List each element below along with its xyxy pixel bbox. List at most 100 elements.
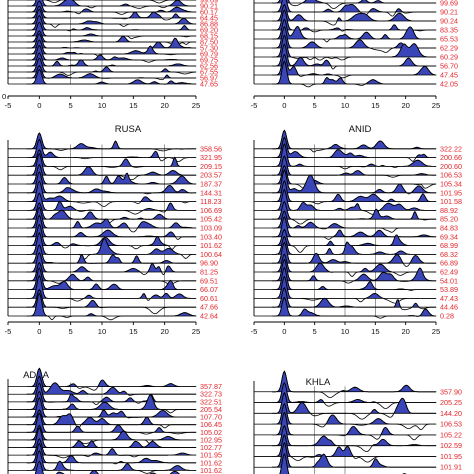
trace-label: 357.87	[200, 382, 222, 391]
trace-label: 322.73	[200, 390, 222, 399]
trace-label: 103.40	[200, 232, 222, 241]
trace-2: 200.60	[254, 143, 462, 171]
trace-fill	[271, 19, 437, 40]
trace-3: 203.57	[8, 152, 222, 180]
x-tick-label-0: -5	[5, 101, 12, 110]
trace-line	[26, 57, 197, 76]
trace-19: 0.28	[254, 296, 454, 321]
trace-label: 68.32	[440, 250, 458, 259]
trace-label: 81.25	[200, 268, 218, 277]
trace-label: 85.20	[440, 215, 458, 224]
trace-label: 101.91	[440, 463, 462, 472]
trace-4: 105.22	[254, 411, 462, 441]
trace-line	[272, 296, 437, 319]
trace-line	[26, 5, 196, 21]
trace-fill	[271, 392, 437, 414]
trace-label: 66.89	[440, 259, 458, 268]
trace-label: 103.09	[200, 224, 222, 233]
trace-line	[26, 223, 196, 250]
trace-1: 322.73	[8, 375, 222, 399]
x-tick-label-4: 15	[129, 327, 137, 336]
trace-line	[26, 171, 196, 195]
trace-label: 106.53	[440, 171, 462, 180]
panel-adba-title: ADBA	[23, 370, 50, 381]
panel-adba: ADBA 357.87322.73322.51205.54107.70106.4…	[7, 367, 222, 474]
trace-line	[26, 232, 196, 260]
trace-line	[26, 8, 196, 28]
trace-10: 103.40	[8, 214, 222, 241]
x-tick-label-3: 10	[341, 327, 349, 336]
trace-fill	[271, 136, 437, 158]
trace-0: 358.56	[8, 132, 222, 153]
x-tick-label-5: 20	[401, 101, 409, 110]
trace-8: 101.55	[279, 453, 462, 474]
trace-line	[272, 228, 436, 253]
trace-10: 101.62	[8, 442, 222, 467]
trace-line	[26, 15, 196, 32]
trace-label: 357.90	[440, 387, 462, 396]
trace-line	[272, 241, 436, 267]
trace-0: 99.69	[8, 0, 218, 5]
trace-label: 106.45	[200, 420, 222, 429]
trace-label: 69.20	[200, 26, 218, 35]
trace-label: 47.65	[200, 80, 218, 89]
trace-fill	[271, 229, 437, 246]
trace-label: 56.97	[200, 74, 218, 83]
x-tick-label-3: 10	[98, 327, 106, 336]
trace-line	[272, 200, 436, 225]
x-tick-label-4: 15	[371, 101, 379, 110]
trace-line	[272, 235, 436, 255]
trace-fill	[26, 438, 197, 456]
trace-line	[272, 169, 436, 195]
x-tick-label-1: 0	[37, 327, 41, 336]
trace-line	[26, 390, 196, 414]
trace-12: 101.59	[34, 460, 222, 474]
trace-line	[26, 450, 196, 474]
trace-1: 90.21	[254, 0, 458, 17]
trace-line	[26, 274, 196, 302]
trace-line	[26, 375, 196, 396]
trace-label: 101.58	[440, 197, 462, 206]
trace-2: 144.20	[254, 391, 462, 420]
trace-line	[26, 65, 196, 81]
trace-label: 84.83	[440, 224, 458, 233]
x-tick-label-0: -5	[5, 327, 12, 336]
trace-5: 106.45	[8, 409, 222, 429]
trace-line	[272, 258, 436, 284]
trace-label: 66.07	[200, 285, 218, 294]
trace-label: 99.69	[440, 0, 458, 8]
trace-12: 68.32	[254, 235, 458, 259]
trace-line	[272, 434, 436, 463]
trace-6: 101.95	[254, 434, 462, 463]
x-tick-label-6: 25	[192, 101, 200, 110]
trace-label: 101.62	[200, 458, 222, 467]
trace-line	[26, 152, 196, 180]
panel-anid: ANID 322.22200.66200.60106.53105.34101.9…	[251, 124, 462, 336]
trace-label: 209.15	[200, 162, 222, 171]
trace-7: 106.69	[8, 192, 222, 215]
trace-label: 69.51	[200, 276, 218, 285]
trace-11: 101.62	[8, 223, 222, 250]
trace-9: 101.95	[8, 438, 222, 460]
x-tick-label-0: -5	[251, 101, 258, 110]
trace-label: 90.21	[440, 8, 458, 17]
panel-anid-title: ANID	[349, 124, 372, 135]
trace-10: 69.34	[254, 216, 458, 241]
trace-label: 44.46	[440, 303, 458, 312]
trace-9: 69.79	[8, 39, 218, 59]
trace-1: 200.66	[254, 136, 462, 162]
trace-2: 60.17	[8, 0, 218, 17]
trace-label: 69.79	[200, 50, 218, 59]
trace-line	[26, 39, 196, 57]
x-tick-label-2: 5	[69, 101, 73, 110]
trace-6: 118.23	[8, 180, 221, 207]
trace-line	[26, 44, 196, 63]
trace-9: 103.09	[8, 206, 222, 233]
trace-8: 102.77	[8, 427, 222, 452]
panel-top-left: 99.6990.2160.1764.4586.8869.2068.1587.50…	[2, 0, 218, 110]
x-tick-label-2: 5	[313, 327, 317, 336]
trace-label: 205.25	[440, 398, 462, 407]
trace-label: 60.29	[440, 53, 458, 62]
trace-line	[26, 206, 196, 233]
trace-line	[26, 424, 196, 445]
